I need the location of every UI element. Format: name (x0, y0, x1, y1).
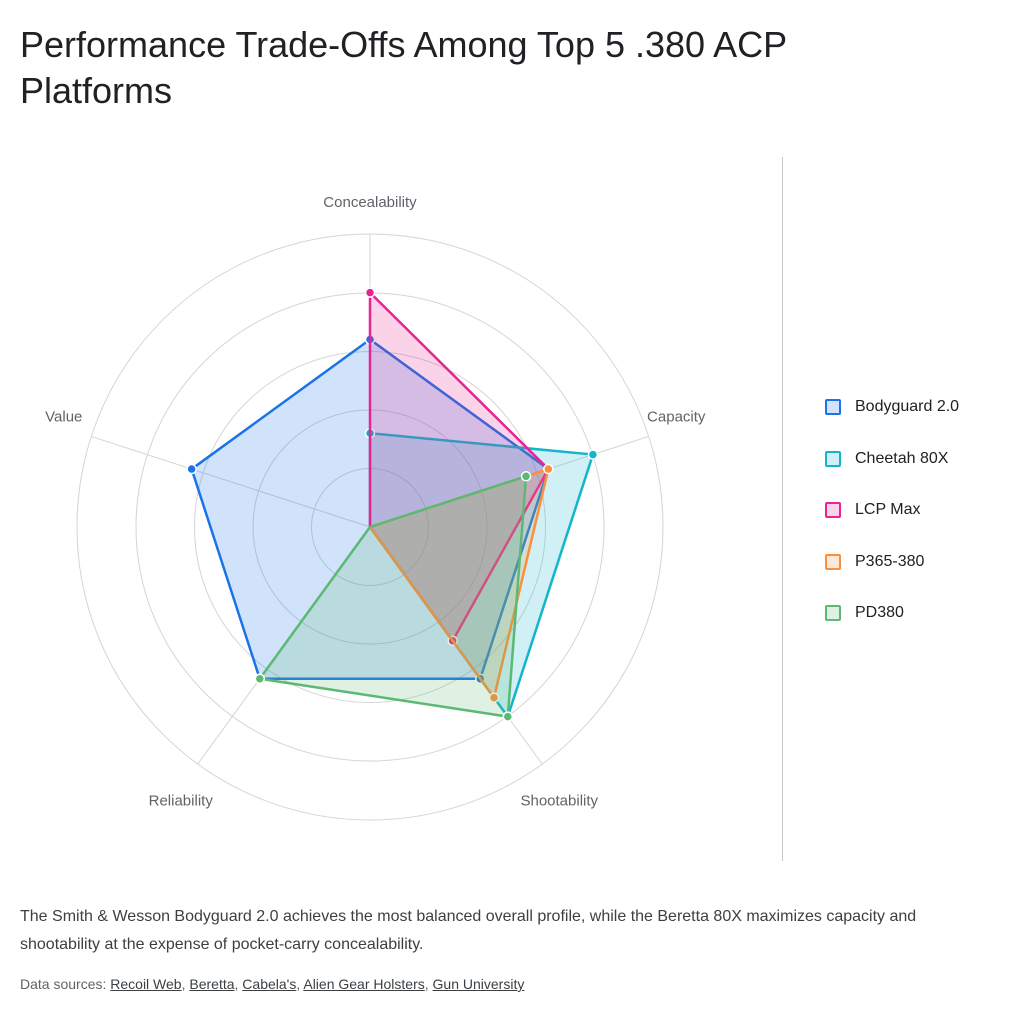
legend-item-p365-380[interactable]: P365-380 (825, 549, 959, 575)
legend-item-lcp-max[interactable]: LCP Max (825, 497, 959, 523)
chart-title: Performance Trade-Offs Among Top 5 .380 … (20, 24, 787, 111)
chart-caption: The Smith & Wesson Bodyguard 2.0 achieve… (20, 908, 917, 953)
legend-swatch (825, 399, 841, 415)
source-link-gun-university[interactable]: Gun University (432, 976, 525, 992)
legend-item-cheetah-80x[interactable]: Cheetah 80X (825, 446, 959, 472)
legend-label: PD380 (855, 604, 904, 621)
legend-label: P365-380 (855, 552, 925, 570)
data-point-cheetah-80x-capacity[interactable] (587, 449, 599, 460)
legend-swatch (825, 553, 841, 570)
source-link-recoil-web[interactable]: Recoil Web (110, 976, 182, 992)
legend-divider (782, 157, 783, 861)
legend-item-bodyguard-2-0[interactable]: Bodyguard 2.0 (825, 394, 959, 420)
data-point-p365-380-shootability[interactable] (488, 692, 500, 703)
data-point-pd380-reliability[interactable] (254, 673, 266, 684)
radar-chart: Concealability Capacity Shootability Reliab… (45, 194, 706, 821)
data-sources: Data sources: Recoil Web, Beretta, Cabel… (20, 976, 525, 992)
legend-item-pd380[interactable]: PD380 (825, 600, 959, 626)
radar-series (186, 287, 599, 722)
axis-label-concealability: Concealability (323, 194, 417, 211)
data-point-pd380-shootability[interactable] (502, 711, 514, 722)
legend-swatch (825, 450, 841, 467)
data-point-lcp-max-concealability[interactable] (364, 287, 376, 298)
radar-axis-labels: Concealability Capacity Shootability Reliab… (45, 194, 706, 810)
data-point-bodyguard-2-0-value[interactable] (186, 463, 197, 475)
source-link-cabelas[interactable]: Cabela's (242, 976, 297, 992)
axis-label-value: Value (45, 408, 82, 425)
chart-legend: Bodyguard 2.0 Cheetah 80X LCP Max P365-380 P… (825, 394, 959, 652)
source-link-alien-gear-holsters[interactable]: Alien Gear Holsters (303, 976, 425, 992)
legend-swatch (825, 605, 841, 621)
data-point-p365-380-capacity[interactable] (543, 463, 554, 475)
axis-spoke-value (91, 435, 371, 528)
series-pd380 (254, 471, 532, 722)
axis-label-capacity: Capacity (647, 408, 706, 425)
legend-label: LCP Max (855, 501, 921, 518)
legend-swatch (825, 502, 841, 518)
data-point-pd380-capacity[interactable] (520, 471, 532, 482)
axis-label-reliability: Reliability (149, 792, 214, 809)
legend-label: Bodyguard 2.0 (855, 398, 960, 415)
source-link-beretta[interactable]: Beretta (189, 976, 235, 992)
sources-prefix: Data sources: (20, 976, 107, 992)
legend-label: Cheetah 80X (855, 449, 949, 467)
axis-label-shootability: Shootability (520, 792, 598, 809)
